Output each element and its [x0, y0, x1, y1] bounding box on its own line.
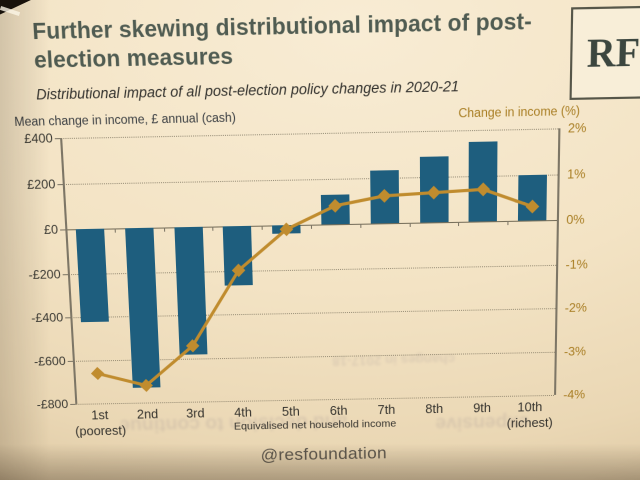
x-tick-label: 3rd	[185, 406, 205, 421]
x-tick-label: 7th	[377, 402, 396, 418]
bar-7th	[369, 170, 399, 224]
zero-line-category-tick	[65, 229, 67, 234]
right-axis-tick-label: -3%	[563, 344, 587, 359]
x-tick-label: 4th	[233, 405, 253, 420]
x-tick-sublabel-richest: (richest)	[506, 415, 553, 431]
bar-5th	[272, 224, 301, 235]
x-tick-label: 9th	[473, 401, 492, 416]
zero-line-category-tick	[556, 219, 558, 224]
bar-4th	[223, 225, 254, 287]
bar-3rd	[173, 226, 207, 355]
right-axis-tick-label: -1%	[565, 256, 589, 272]
left-axis-tick-label: -£200	[28, 266, 61, 282]
bar-6th	[320, 194, 350, 225]
right-axis-tick-label: -4%	[563, 387, 586, 402]
zero-line-category-tick	[114, 228, 116, 233]
bar-2nd	[124, 227, 161, 388]
zero-line-category-tick	[163, 227, 165, 232]
line-point-1st	[90, 366, 105, 381]
left-axis-tick-label: £0	[43, 221, 59, 237]
bar-1st	[75, 228, 109, 322]
left-axis-tick-label: £200	[26, 176, 56, 192]
zero-line-category-tick	[458, 221, 460, 226]
right-axis-tick-label: -2%	[564, 300, 588, 316]
left-axis-tick-label: -£400	[30, 310, 64, 326]
zero-line-category-tick	[261, 225, 263, 230]
right-axis-tick-label: 1%	[566, 166, 586, 182]
left-axis-tick-label: -£600	[33, 354, 67, 369]
x-tick-label: 2nd	[136, 407, 159, 422]
zero-line-category-tick	[360, 223, 362, 228]
right-axis-tick-label: 2%	[567, 120, 587, 136]
right-axis-line	[554, 128, 560, 395]
x-tick-label: 10th	[517, 400, 543, 415]
left-axis-tick	[70, 403, 76, 405]
zero-line-category-tick	[310, 224, 313, 229]
x-tick-label: 8th	[425, 401, 444, 417]
right-axis-tick-label: 0%	[566, 211, 585, 227]
bar-10th	[518, 174, 548, 221]
left-axis-tick-label: -£800	[36, 397, 69, 412]
x-tick-label: 1st	[90, 408, 109, 423]
x-axis-title: Equivalised net household income	[233, 417, 397, 433]
left-axis-tick-label: £400	[23, 130, 54, 147]
x-tick-label: 6th	[329, 403, 348, 418]
gridline	[60, 128, 559, 140]
bar-9th	[468, 141, 498, 222]
x-tick-sublabel-poorest: (poorest)	[74, 423, 127, 439]
x-tick-label: 5th	[281, 404, 300, 419]
bar-8th	[419, 155, 449, 223]
zero-line-category-tick	[409, 222, 411, 227]
zero-line-category-tick	[507, 220, 509, 225]
zero-line-category-tick	[212, 226, 214, 231]
